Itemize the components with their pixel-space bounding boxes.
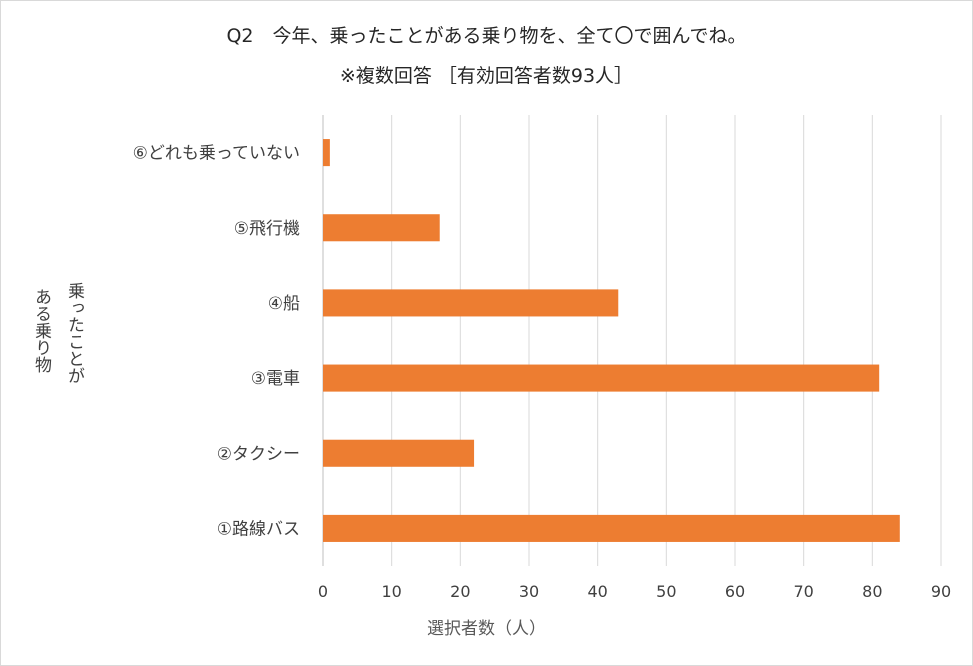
bar [323, 364, 880, 392]
x-tick-label: 60 [725, 582, 745, 601]
x-tick-label: 0 [318, 582, 328, 601]
category-label: ⑤飛行機 [234, 219, 300, 239]
bar [323, 214, 440, 242]
category-labels: ①路線バス ②タクシー ③電車 ④船 ⑤飛行機 ⑥どれも乗っていない [133, 144, 300, 540]
x-axis-label-wrap: 選択者数（人） [0, 614, 973, 639]
x-tick-label: 80 [862, 582, 882, 601]
x-tick-label: 90 [931, 582, 951, 601]
x-tick-label: 70 [793, 582, 813, 601]
category-label: ⑥どれも乗っていない [133, 144, 300, 164]
x-tick-label: 50 [656, 582, 676, 601]
category-label: ④船 [268, 294, 300, 314]
category-label: ②タクシー [217, 444, 300, 464]
category-label: ③電車 [251, 369, 300, 389]
x-tick-label: 40 [587, 582, 607, 601]
x-tick-label: 10 [381, 582, 401, 601]
bar [323, 289, 619, 317]
y-axis-label-line-2: ある乗り物 [31, 288, 51, 373]
bars [323, 139, 900, 542]
x-tick-labels: 0 10 20 30 40 50 60 70 80 90 [318, 582, 951, 601]
gridlines [322, 115, 942, 566]
chart-title: Q2 今年、乗ったことがある乗り物を、全て〇で囲んでね。 [226, 25, 747, 47]
x-tick-label: 30 [519, 582, 539, 601]
x-axis-label: 選択者数（人） [427, 619, 546, 639]
chart-subtitle: ※複数回答 ［有効回答者数93人］ [339, 65, 634, 87]
bar [323, 439, 475, 467]
bar [323, 139, 330, 167]
x-tick-label: 20 [450, 582, 470, 601]
category-label: ①路線バス [217, 519, 300, 539]
bar [323, 514, 900, 542]
y-axis-label-line-1: 乗ったことが [64, 282, 84, 384]
